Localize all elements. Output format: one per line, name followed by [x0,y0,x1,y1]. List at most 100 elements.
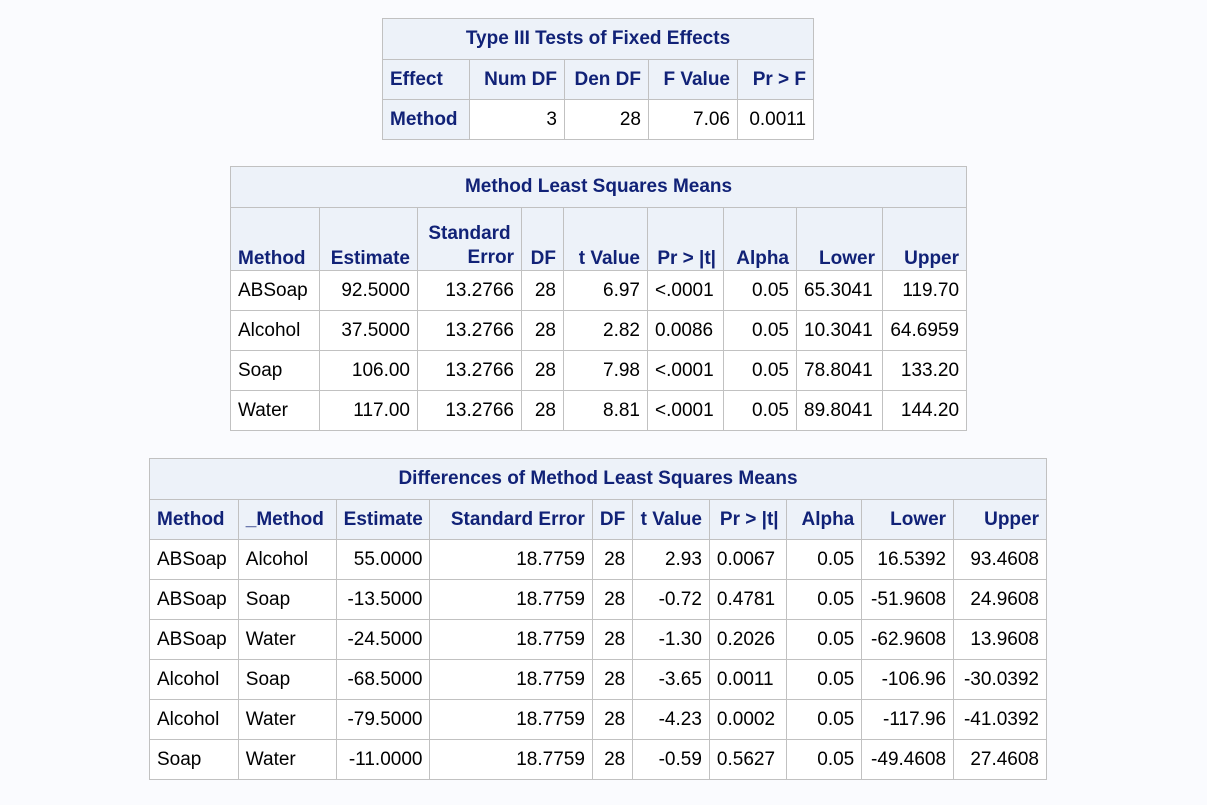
table-cell: 7.06 [648,99,738,140]
table-cell: 0.05 [723,270,797,311]
table-cell: -24.5000 [335,619,431,660]
table-row: Water 117.00 13.2766 28 8.81 <.0001 0.05 89.804… [230,390,968,431]
col-header-num-df: Num DF [469,59,565,100]
table-cell: 28 [521,390,564,431]
table-cell: 0.5627 [708,739,787,780]
table-cell: 0.4781 [708,579,787,620]
table-cell: 3 [469,99,565,140]
col-header-lower: Lower [861,499,955,540]
table-row: ABSoap Soap -13.5000 18.7759 28 -0.72 0.4781 0.… [149,579,1047,620]
table-cell: 13.9608 [953,619,1047,660]
table-cell: 92.5000 [319,270,418,311]
col-header-f-value: F Value [648,59,738,100]
table-cell: 0.05 [785,699,863,740]
table-row: ABSoap Alcohol 55.0000 18.7759 28 2.93 0.0067 0… [149,539,1047,580]
table-cell: 18.7759 [429,619,593,660]
table-cell: <.0001 [647,270,724,311]
diffs-title: Differences of Method Least Squares Mean… [149,458,1047,500]
table-cell: 0.05 [723,390,797,431]
col-header-error: Error [467,247,514,268]
table-cell: -79.5000 [335,699,431,740]
table-cell: ABSoap [149,579,239,620]
col-header-standard-error: Standard Error [429,499,593,540]
table-cell: 6.97 [563,270,648,311]
table-cell: 16.5392 [861,539,955,580]
table-cell: 13.2766 [417,350,522,391]
table-cell: 0.0002 [708,699,787,740]
col-header-estimate: Estimate [319,207,418,271]
type3-title: Type III Tests of Fixed Effects [381,18,815,60]
table-cell: -13.5000 [335,579,431,620]
row-header: Method [382,99,470,140]
table-cell: 28 [591,619,634,660]
table-cell: 106.00 [319,350,418,391]
table-cell: 0.05 [785,539,863,580]
table-row: Alcohol Water -79.5000 18.7759 28 -4.23 0.0002… [149,699,1047,740]
table-cell: 93.4608 [953,539,1047,580]
col-header-lower: Lower [796,207,883,271]
table-cell: 28 [591,539,634,580]
table-row: Soap 106.00 13.2766 28 7.98 <.0001 0.05 78.8041… [230,350,968,391]
table-cell: Soap [237,579,337,620]
table-cell: 78.8041 [796,350,883,391]
table-cell: 89.8041 [796,390,883,431]
table-cell: -106.96 [861,659,955,700]
table-cell: <.0001 [647,390,724,431]
table-cell: Soap [230,350,320,391]
table-cell: Alcohol [149,659,239,700]
table-cell: 13.2766 [417,270,522,311]
col-header-other-method: _Method [237,499,337,540]
table-cell: 13.2766 [417,310,522,351]
table-cell: 8.81 [563,390,648,431]
table-cell: 0.05 [785,739,863,780]
table-cell: 119.70 [881,270,968,311]
table-cell: 0.05 [785,659,863,700]
table-cell: -4.23 [632,699,710,740]
table-cell: Water [237,619,337,660]
table-cell: 18.7759 [429,539,593,580]
table-row: Alcohol 37.5000 13.2766 28 2.82 0.0086 0.05 10.… [230,310,968,351]
col-header-pr-t: Pr > |t| [647,207,724,271]
table-cell: 0.05 [723,350,797,391]
table-cell: 28 [591,579,634,620]
table-cell: 144.20 [881,390,968,431]
table-row: Soap Water -11.0000 18.7759 28 -0.59 0.5627 0.0… [149,739,1047,780]
table-cell: 64.6959 [881,310,968,351]
col-header-standard-error: Standard Error [417,207,522,271]
table-cell: 0.0067 [708,539,787,580]
table-cell: Water [237,699,337,740]
table-cell: -0.72 [632,579,710,620]
table-cell: 28 [521,310,564,351]
table-cell: Water [237,739,337,780]
col-header-estimate: Estimate [335,499,431,540]
table-cell: Soap [237,659,337,700]
table-cell: 0.0011 [708,659,787,700]
table-cell: Water [230,390,320,431]
col-header-alpha: Alpha [785,499,863,540]
table-cell: -68.5000 [335,659,431,700]
table-cell: Alcohol [237,539,337,580]
table-cell: 0.05 [785,579,863,620]
col-header-effect: Effect [382,59,470,100]
table-cell: 133.20 [881,350,968,391]
table-cell: Soap [149,739,239,780]
col-header-df: DF [521,207,564,271]
table-cell: 28 [591,699,634,740]
table-cell: Alcohol [149,699,239,740]
diffs-table: Differences of Method Least Squares Mean… [149,458,1047,780]
type3-tests-table: Type III Tests of Fixed Effects Effect N… [381,18,815,140]
table-cell: 0.0011 [736,99,815,140]
table-cell: 7.98 [563,350,648,391]
table-cell: 65.3041 [796,270,883,311]
table-cell: 55.0000 [335,539,431,580]
table-cell: 18.7759 [429,659,593,700]
table-cell: 28 [521,270,564,311]
table-cell: 0.0086 [647,310,724,351]
table-cell: 18.7759 [429,579,593,620]
table-cell: 0.05 [785,619,863,660]
table-cell: 28 [591,659,634,700]
table-row: ABSoap 92.5000 13.2766 28 6.97 <.0001 0.05 65.3… [230,270,968,311]
col-header-pr-t: Pr > |t| [708,499,787,540]
table-cell: -51.9608 [861,579,955,620]
table-cell: 18.7759 [429,699,593,740]
